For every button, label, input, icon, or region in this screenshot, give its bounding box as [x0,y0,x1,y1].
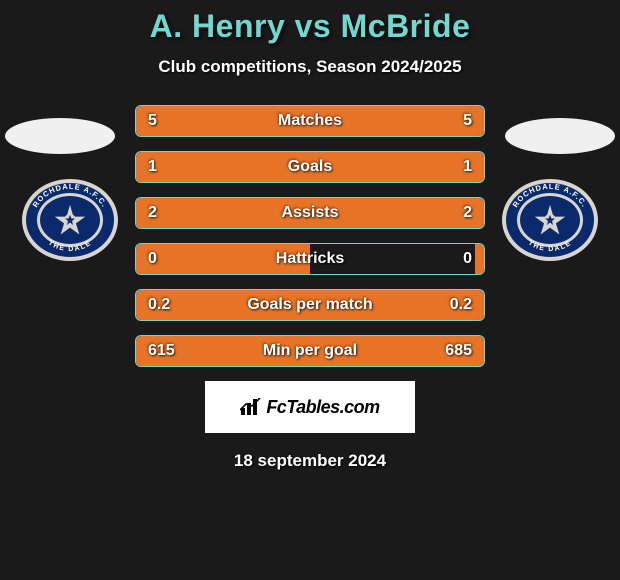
shield-icon: ROCHDALE A.F.C. THE DALE [500,178,600,263]
stat-bar-right [310,152,484,182]
stat-row: 5 5 Matches [135,105,485,137]
stat-label: Goals [288,158,332,176]
stat-label: Assists [282,204,339,222]
stat-value-left: 2 [148,204,157,222]
stat-value-left: 615 [148,342,175,360]
stat-value-right: 1 [463,158,472,176]
stat-value-right: 0.2 [450,296,472,314]
stat-label: Matches [278,112,342,130]
stats-table: 55Matches11Goals22Assists00Hattricks0.20… [135,105,485,367]
stat-row: 1 1 Goals [135,151,485,183]
stat-row: 615 685 Min per goal [135,335,485,367]
subtitle: Club competitions, Season 2024/2025 [0,57,620,77]
watermark-text: FcTables.com [266,397,379,418]
stat-value-right: 0 [463,250,472,268]
player-avatar-left [5,118,115,154]
player-avatar-right [505,118,615,154]
shield-icon: ROCHDALE A.F.C. THE DALE [20,178,120,263]
stat-label: Goals per match [247,296,372,314]
stat-label: Hattricks [276,250,344,268]
stat-value-right: 685 [445,342,472,360]
club-badge-left: ROCHDALE A.F.C. THE DALE [20,178,120,263]
watermark: FcTables.com [205,381,415,433]
date-line: 18 september 2024 [0,451,620,471]
stat-value-left: 0.2 [148,296,170,314]
page-title: A. Henry vs McBride [0,8,620,45]
stat-row: 0 0 Hattricks [135,243,485,275]
club-badge-right: ROCHDALE A.F.C. THE DALE [500,178,600,263]
comparison-card: A. Henry vs McBride Club competitions, S… [0,0,620,471]
stat-bar-left [136,152,310,182]
stat-value-left: 5 [148,112,157,130]
stat-value-left: 0 [148,250,157,268]
stat-label: Min per goal [263,342,357,360]
stat-row: 2 2 Assists [135,197,485,229]
stat-value-left: 1 [148,158,157,176]
stat-row: 0.2 0.2 Goals per match [135,289,485,321]
stat-bar-right [475,244,484,274]
stat-value-right: 5 [463,112,472,130]
stat-value-right: 2 [463,204,472,222]
chart-bars-icon [240,398,262,416]
